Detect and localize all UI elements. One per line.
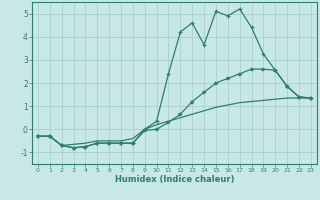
X-axis label: Humidex (Indice chaleur): Humidex (Indice chaleur) [115, 175, 234, 184]
